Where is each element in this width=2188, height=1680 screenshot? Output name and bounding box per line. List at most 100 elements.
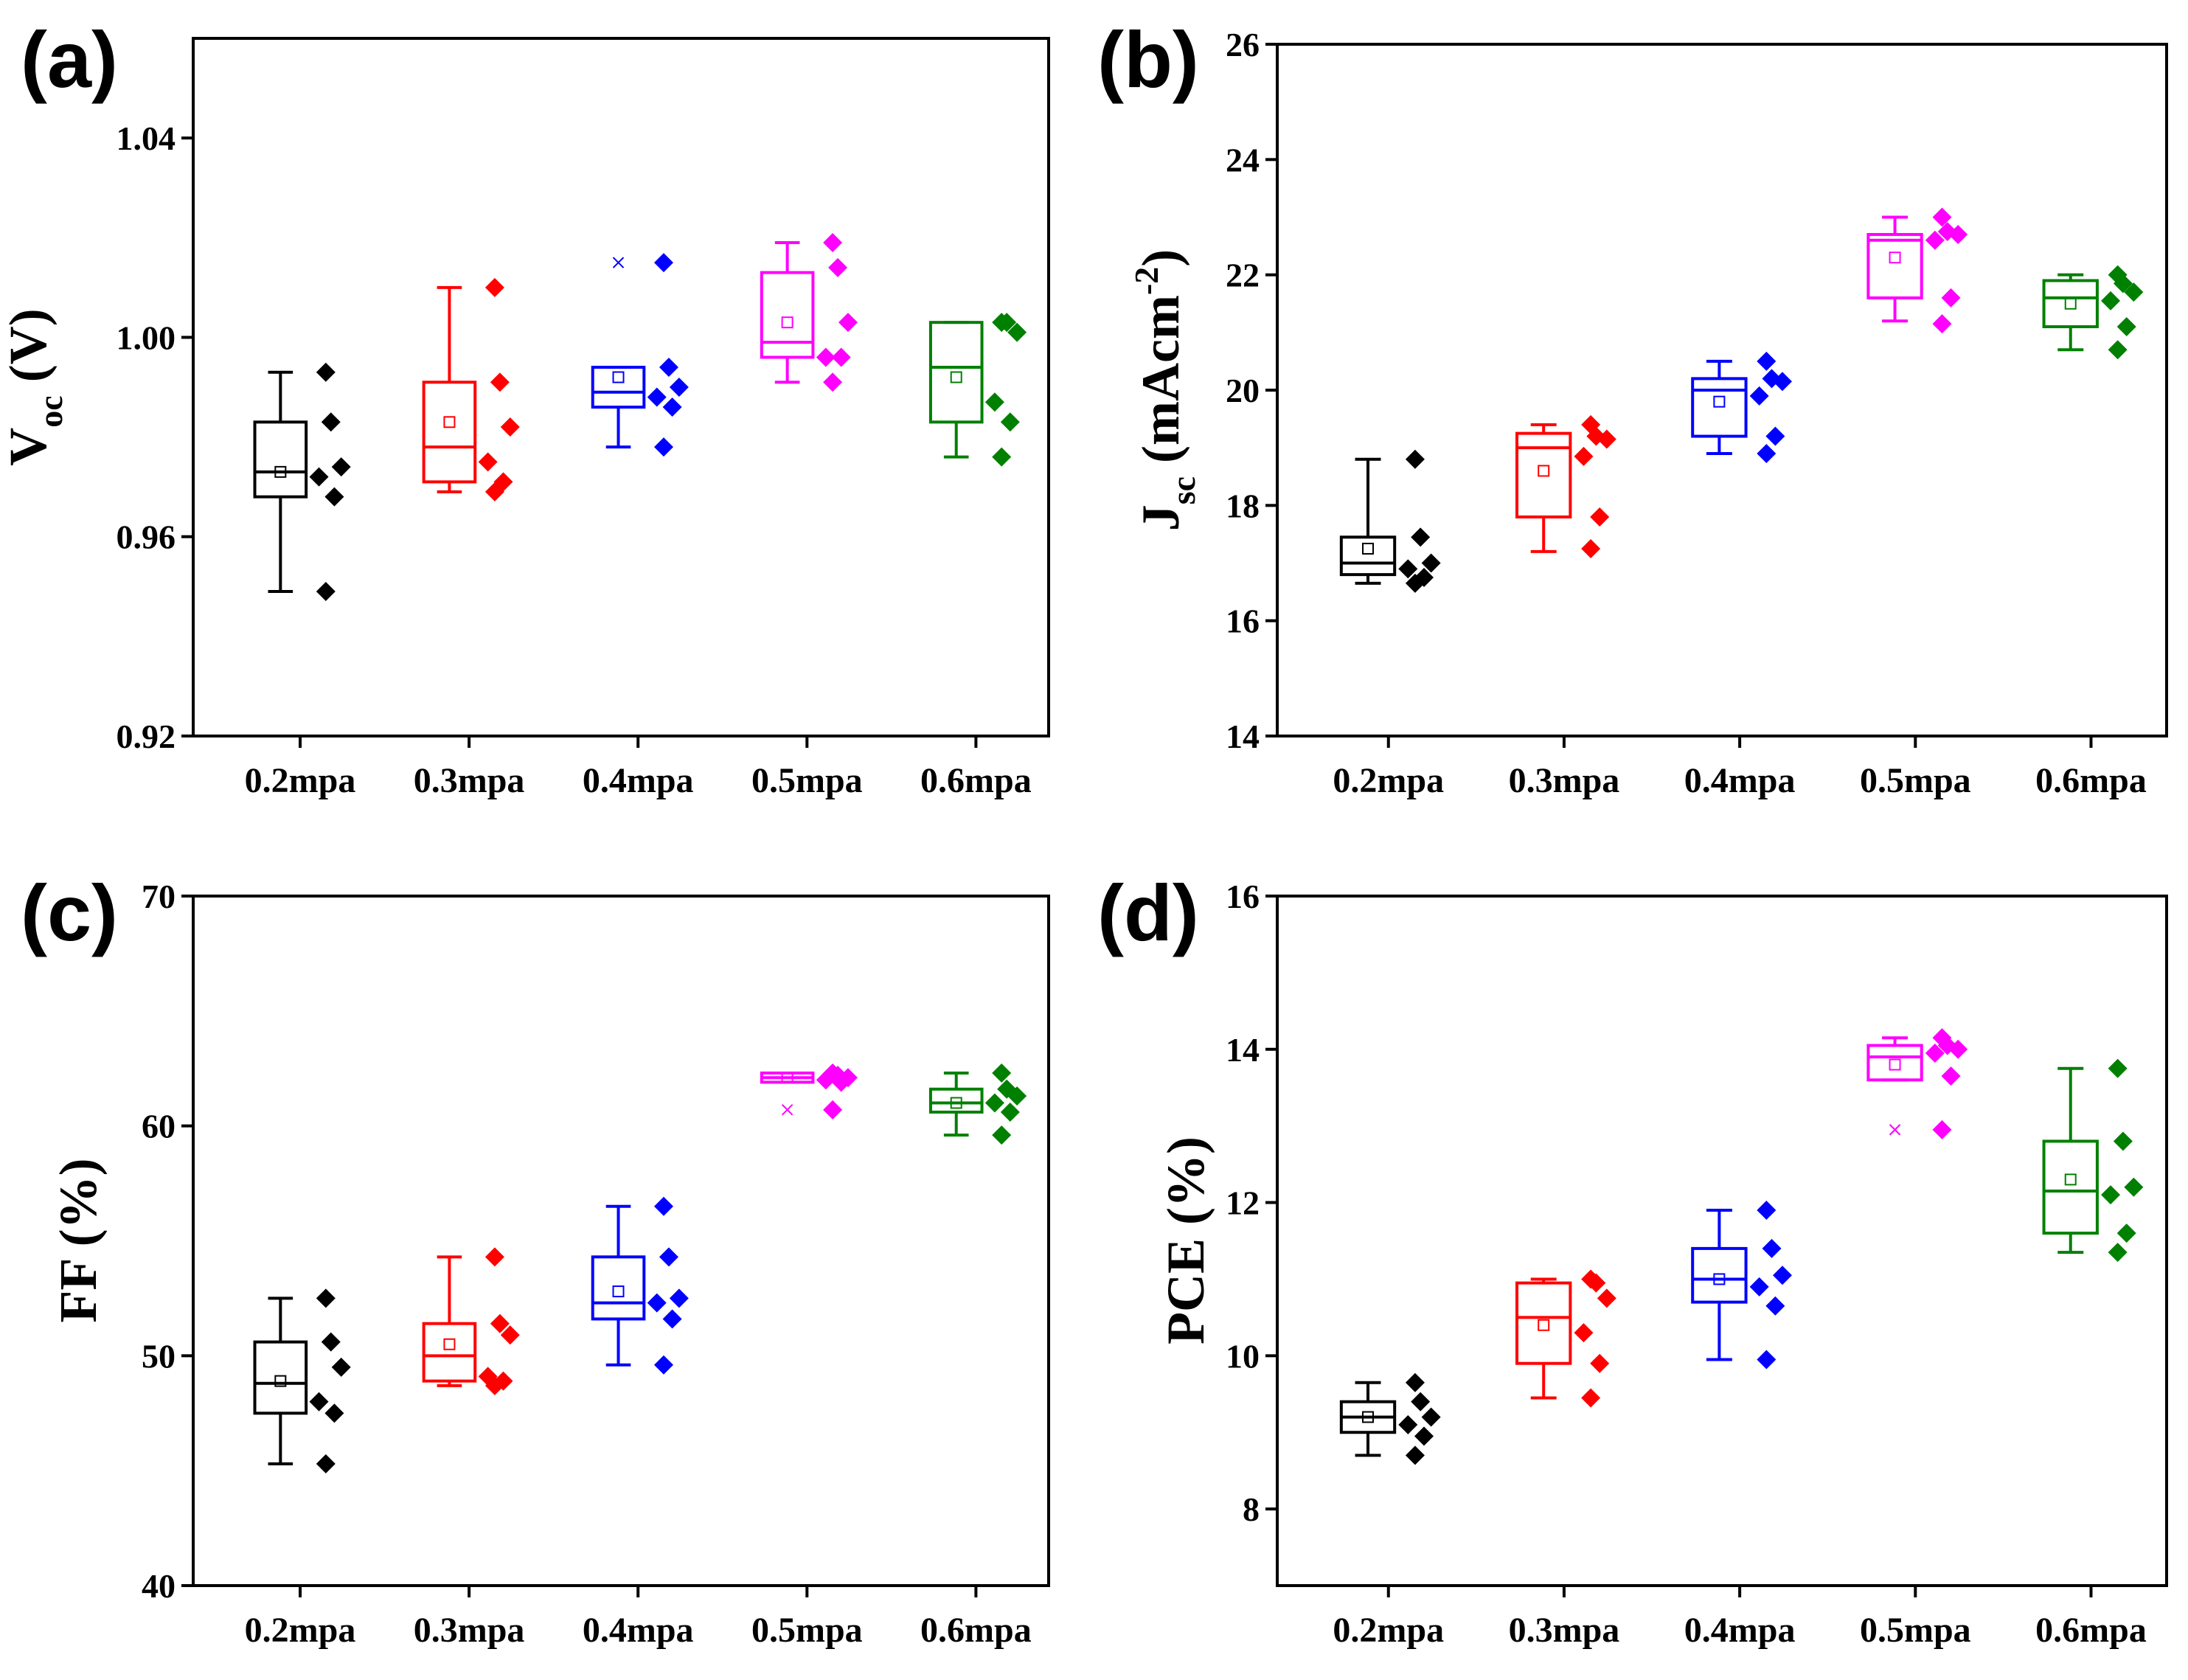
y-axis-title: FF (%) (49, 1158, 108, 1322)
y-tick-label: 26 (1226, 26, 1260, 63)
box-mean-marker (1538, 1320, 1549, 1330)
data-point (1597, 1288, 1616, 1308)
box-0.5mpa (1868, 208, 1968, 334)
data-point (654, 1356, 673, 1375)
y-axis-title: Jsc (mAcm-2) (1128, 249, 1202, 532)
box-outlier-marker (1890, 1125, 1900, 1135)
box-0.4mpa (1692, 352, 1792, 463)
data-point (1757, 1350, 1776, 1370)
data-point (1932, 314, 1951, 333)
x-tick-label: 0.4mpa (583, 761, 694, 800)
y-tick-label: 70 (142, 878, 176, 915)
y-tick-label: 12 (1226, 1184, 1260, 1222)
box-iqr (762, 273, 813, 358)
plot-frame (193, 896, 1049, 1586)
data-point (2108, 1059, 2128, 1078)
box-mean-marker (1538, 465, 1549, 476)
data-point (1411, 527, 1430, 546)
box-mean-marker (2066, 299, 2076, 309)
panel-label: (d) (1097, 868, 1199, 957)
data-point (1942, 1066, 1961, 1086)
data-point (1757, 444, 1776, 463)
data-point (823, 1100, 842, 1120)
box-iqr (1692, 1249, 1746, 1302)
box-iqr (255, 1342, 307, 1414)
data-point (316, 363, 336, 382)
data-point (1581, 1388, 1600, 1407)
data-point (1406, 450, 1425, 469)
x-tick-label: 0.3mpa (1509, 1611, 1620, 1650)
data-point (670, 1288, 689, 1308)
box-mean-marker (2066, 1174, 2076, 1184)
box-0.2mpa (255, 1288, 351, 1473)
box-iqr (1868, 1046, 1921, 1080)
data-point (324, 1403, 344, 1423)
box-iqr (2044, 280, 2097, 327)
box-iqr (593, 1257, 645, 1319)
y-tick-label: 0.96 (117, 518, 176, 556)
data-point (1411, 1392, 1430, 1412)
y-tick-label: 60 (142, 1108, 176, 1145)
y-axis-title-main: J (1131, 504, 1190, 531)
data-point (654, 1197, 673, 1216)
x-tick-label: 0.6mpa (2035, 761, 2147, 800)
data-point (316, 1288, 336, 1308)
box-0.4mpa (593, 253, 689, 457)
x-tick-label: 0.6mpa (920, 1611, 1032, 1650)
data-point (479, 452, 498, 471)
y-tick-label: 16 (1226, 603, 1260, 640)
data-point (1765, 427, 1785, 446)
x-tick-label: 0.2mpa (245, 761, 356, 800)
data-point (485, 278, 504, 297)
box-mean-marker (444, 417, 454, 427)
box-0.3mpa (1517, 415, 1616, 558)
data-point (1750, 1277, 1769, 1297)
data-point (659, 358, 678, 377)
data-point (663, 1309, 682, 1328)
panel-a: 0.920.961.001.040.2mpa 0.3mpa 0.4mpa 0.5mpa… (0, 15, 1049, 800)
data-point (2101, 1185, 2120, 1204)
box-0.6mpa (931, 313, 1027, 466)
data-point (823, 233, 842, 252)
data-point (1590, 1354, 1609, 1373)
box-0.4mpa (1692, 1201, 1792, 1370)
y-axis-title-main: FF (%) (49, 1158, 108, 1322)
data-point (659, 1247, 678, 1266)
data-point (490, 372, 510, 392)
x-tick-label: 0.5mpa (751, 1611, 863, 1650)
data-point (1762, 1239, 1782, 1258)
box-0.3mpa (424, 1247, 520, 1395)
box-iqr (1517, 434, 1570, 517)
data-point (654, 437, 673, 457)
data-point (1574, 447, 1593, 466)
data-point (985, 392, 1004, 412)
data-point (1750, 386, 1769, 406)
panel-d: 8 10 12 14 16 0.2mpa 0.3mpa 0.4mpa 0.5mpa 0.6mpa (… (1097, 868, 2167, 1650)
data-point (322, 412, 341, 431)
data-point (1422, 1407, 1441, 1426)
y-axis-title: PCE (%) (1156, 1136, 1215, 1344)
y-tick-label: 1.00 (117, 319, 176, 356)
data-point (1398, 1415, 1417, 1434)
box-iqr (255, 422, 307, 496)
y-tick-label: 14 (1226, 718, 1260, 755)
data-point (832, 347, 851, 367)
y-axis-title-superscript: -2 (1128, 267, 1165, 295)
data-point (2101, 291, 2120, 310)
x-tick-label: 0.5mpa (1860, 761, 1971, 800)
y-tick-label: 22 (1226, 257, 1260, 294)
box-iqr (2044, 1141, 2097, 1233)
box-0.3mpa (1517, 1269, 1616, 1407)
data-point (316, 582, 336, 601)
data-point (1414, 1426, 1434, 1445)
box-iqr (424, 382, 476, 482)
panel-label: (b) (1097, 15, 1199, 104)
x-tick-label: 0.6mpa (2035, 1611, 2147, 1650)
box-mean-marker (444, 1339, 454, 1350)
box-0.2mpa (1341, 1373, 1441, 1465)
y-tick-label: 20 (1226, 372, 1260, 409)
x-tick-label: 0.3mpa (414, 761, 525, 800)
y-tick-label: 14 (1226, 1031, 1260, 1069)
x-tick-label: 0.5mpa (1860, 1611, 1971, 1650)
data-point (1942, 288, 1961, 308)
